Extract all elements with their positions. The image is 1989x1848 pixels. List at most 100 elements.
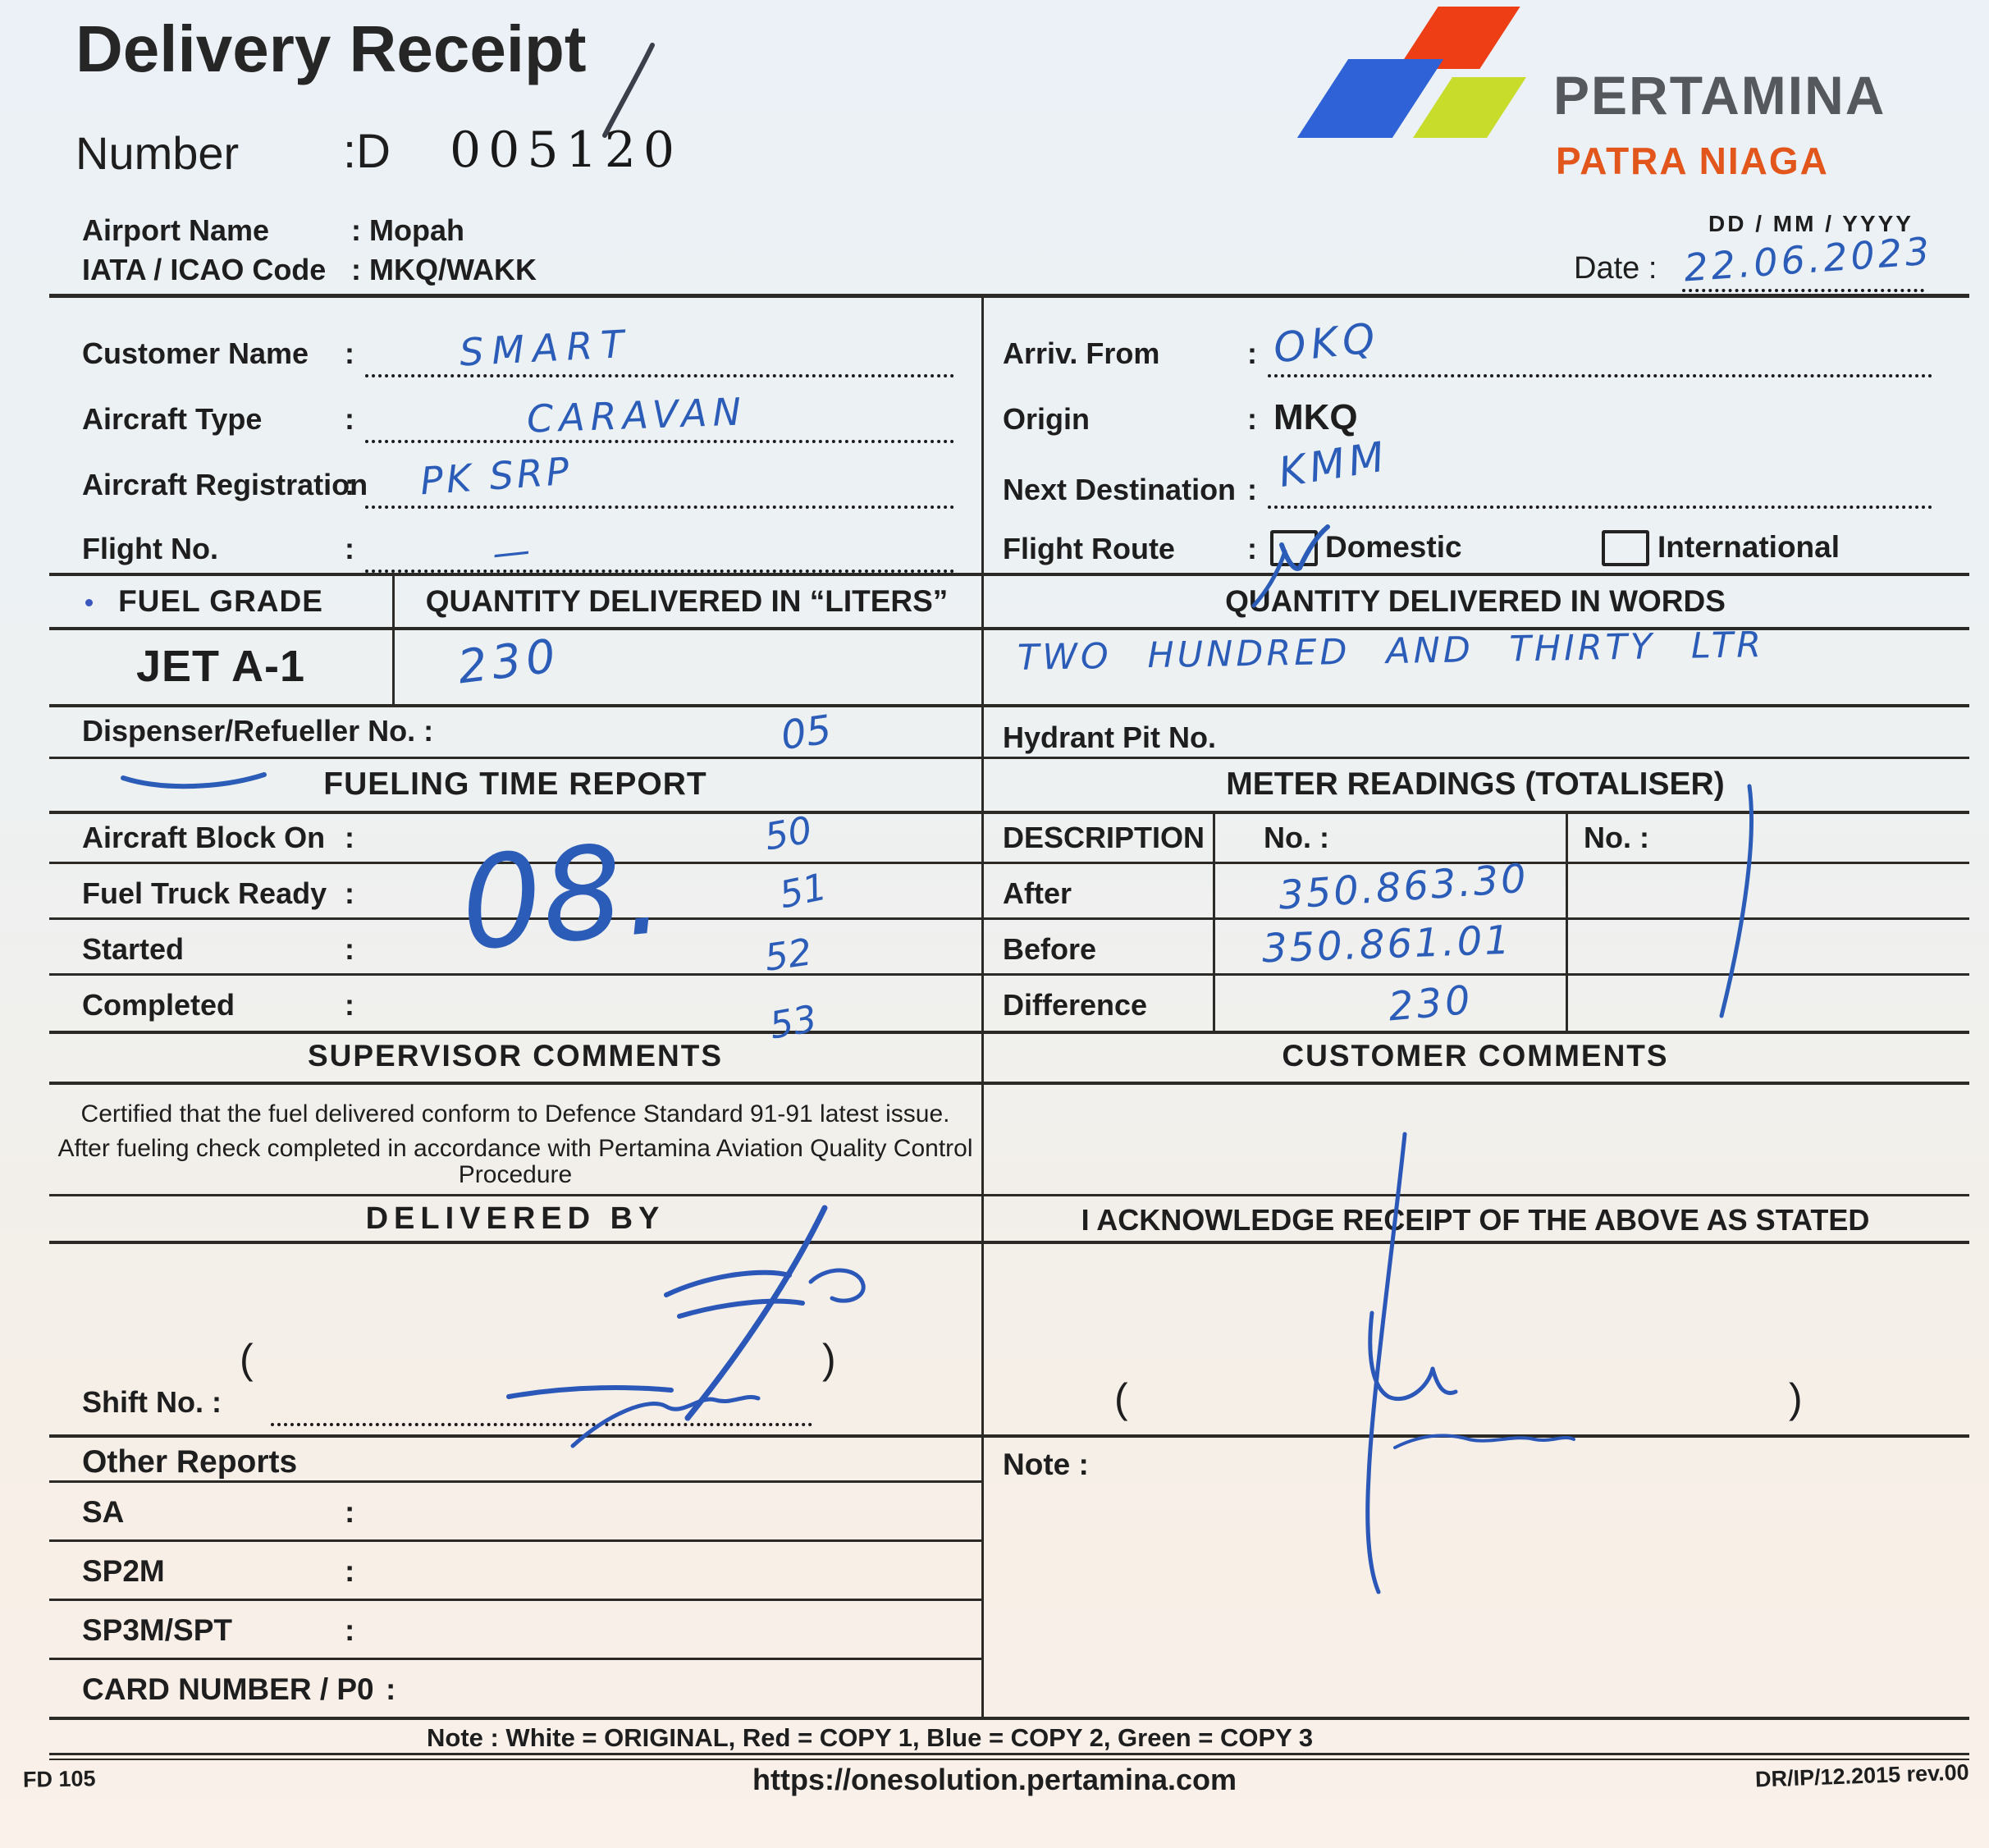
- center-divider: [981, 294, 984, 1719]
- flight-route-colon: :: [1247, 532, 1257, 565]
- meter-no2-header: No. :: [1584, 821, 1649, 854]
- arriv-from-handwritten: OKQ: [1271, 313, 1383, 373]
- brand-wordmark: PERTAMINA: [1553, 65, 1886, 126]
- rule-fuel-mid: [49, 627, 1969, 630]
- rule-other-1: [49, 1480, 981, 1483]
- customer-handwritten: SMART: [458, 321, 633, 375]
- rule-top: [49, 294, 1969, 298]
- sa-colon: :: [345, 1495, 355, 1529]
- flight-no-handwritten: —: [490, 527, 533, 576]
- copy-color-note: Note : White = ORIGINAL, Red = COPY 1, B…: [427, 1723, 1314, 1752]
- delivered-by-signature: [506, 1385, 674, 1399]
- number-label: Number: [75, 127, 240, 179]
- dispenser-handwritten: 05: [778, 707, 834, 759]
- delivered-by-signature: [677, 1298, 805, 1319]
- next-destination-line: [1268, 505, 1932, 509]
- rule-fuel-top: [49, 573, 1969, 576]
- time-hour-handwritten: 08.: [455, 813, 670, 980]
- origin-colon: :: [1247, 402, 1257, 436]
- sp2m-label: SP2M: [82, 1554, 165, 1588]
- meter-divider-2: [1566, 811, 1568, 1032]
- delivered-paren-open: (: [240, 1336, 254, 1382]
- fuel-grade-header: FUEL GRADE: [118, 584, 323, 618]
- aircraft-type-label: Aircraft Type: [82, 402, 263, 436]
- acknowledge-header: I ACKNOWLEDGE RECEIPT OF THE ABOVE AS ST…: [1081, 1203, 1870, 1237]
- domestic-checkbox: [1270, 530, 1318, 566]
- sp2m-colon: :: [345, 1554, 355, 1588]
- aircraft-type-handwritten: CARAVAN: [526, 389, 748, 441]
- time-min-completed: 53: [766, 996, 821, 1048]
- qty-words-handwritten: TWO HUNDRED AND THIRTY LTR: [1017, 624, 1765, 679]
- completed-label: Completed: [82, 988, 235, 1022]
- brand-subtitle: PATRA NIAGA: [1556, 140, 1829, 182]
- rule-other-bottom: [49, 1717, 1969, 1720]
- fuel-grade-value: JET A-1: [135, 642, 306, 691]
- delivered-paren-close: ): [822, 1336, 836, 1382]
- flight-route-label: Flight Route: [1003, 532, 1175, 565]
- cert-line-2: After fueling check completed in accorda…: [57, 1135, 973, 1188]
- truck-ready-label: Fuel Truck Ready: [82, 876, 327, 910]
- truck-ready-colon: :: [345, 876, 354, 910]
- rule-other-4: [49, 1658, 981, 1660]
- delivered-by-header: DELIVERED BY: [365, 1201, 665, 1236]
- rule-dispenser-bottom: [49, 757, 1969, 759]
- dispenser-label: Dispenser/Refueller No. :: [82, 714, 434, 748]
- delivered-by-signature: [684, 1205, 828, 1421]
- international-label: International: [1658, 530, 1840, 564]
- airport-code-value: : MKQ/WAKK: [351, 253, 537, 286]
- time-min-truckready: 51: [775, 864, 831, 917]
- arriv-from-label: Arriv. From: [1003, 336, 1160, 370]
- time-min-started: 52: [761, 930, 815, 980]
- flight-no-colon: :: [345, 532, 354, 565]
- qty-liters-header: QUANTITY DELIVERED IN “LITERS”: [425, 584, 949, 618]
- acknowledgment-signature: [1430, 1366, 1458, 1395]
- block-on-label: Aircraft Block On: [82, 821, 326, 854]
- meter-column-pen-stroke: [1719, 784, 1754, 1018]
- meter-after-label: After: [1003, 876, 1072, 910]
- time-min-blockon: 50: [761, 807, 816, 859]
- origin-label: Origin: [1003, 402, 1090, 436]
- meter-before-label: Before: [1003, 932, 1097, 966]
- rule-time-4: [49, 1031, 1969, 1034]
- flight-no-label: Flight No.: [82, 532, 218, 565]
- aircraft-type-colon: :: [345, 402, 354, 436]
- delivered-by-signature: [808, 1268, 866, 1303]
- date-label: Date :: [1574, 251, 1658, 286]
- sp3m-label: SP3M/SPT: [82, 1613, 232, 1647]
- card-number-colon: :: [386, 1672, 396, 1706]
- note-label: Note :: [1003, 1448, 1089, 1481]
- customer-colon: :: [345, 336, 354, 370]
- meter-before-value: 350.861.01: [1261, 917, 1513, 972]
- supervisor-comments-header: SUPERVISOR COMMENTS: [307, 1039, 724, 1073]
- origin-value: MKQ: [1273, 397, 1358, 437]
- delivered-by-signature: [570, 1395, 761, 1448]
- fueling-time-header: FUELING TIME REPORT: [323, 766, 707, 802]
- qty-liters-handwritten: 230: [455, 629, 564, 695]
- next-destination-label: Next Destination: [1003, 473, 1237, 506]
- customer-comments-header: CUSTOMER COMMENTS: [1282, 1039, 1669, 1073]
- meter-after-value: 350.863.30: [1277, 855, 1530, 919]
- next-destination-handwritten: KMM: [1275, 432, 1392, 497]
- fuel-grade-divider: [392, 573, 395, 704]
- date-format-hint: DD / MM / YYYY: [1708, 211, 1914, 236]
- arriv-from-line: [1268, 374, 1932, 377]
- page-title: Delivery Receipt: [75, 12, 587, 85]
- meter-difference-value: 230: [1386, 977, 1475, 1031]
- sa-label: SA: [82, 1495, 125, 1529]
- bullet-dot: [85, 599, 93, 606]
- date-handwritten: 22.06.2023: [1682, 228, 1934, 290]
- rule-time-3: [49, 973, 1969, 976]
- rule-time-2: [49, 917, 1969, 920]
- meter-divider-1: [1213, 811, 1215, 1032]
- rule-signoff-top: [49, 1194, 1969, 1196]
- next-destination-colon: :: [1247, 473, 1257, 506]
- rule-other-3: [49, 1599, 981, 1601]
- number-value: 005120: [450, 121, 683, 179]
- rule-footer-2: [49, 1759, 1969, 1760]
- card-number-label: CARD NUMBER / P0: [82, 1672, 374, 1706]
- airport-code-label: IATA / ICAO Code: [82, 253, 327, 286]
- registration-line: [365, 505, 954, 509]
- pertamina-logo: [1296, 5, 1541, 144]
- footer-url: https://onesolution.pertamina.com: [752, 1763, 1237, 1796]
